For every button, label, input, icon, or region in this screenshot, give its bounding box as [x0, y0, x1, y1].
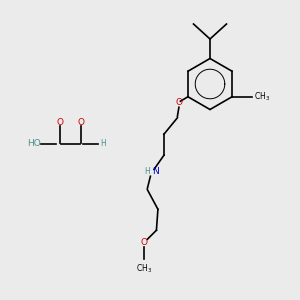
Text: O: O	[141, 238, 148, 247]
Text: H: H	[100, 140, 106, 148]
Text: HO: HO	[27, 140, 40, 148]
Text: O: O	[77, 118, 85, 127]
Text: CH$_3$: CH$_3$	[254, 91, 270, 103]
Text: O: O	[56, 118, 64, 127]
Text: CH$_3$: CH$_3$	[136, 263, 152, 275]
Text: O: O	[176, 98, 182, 107]
Text: N: N	[152, 167, 159, 176]
Text: H: H	[145, 167, 150, 176]
